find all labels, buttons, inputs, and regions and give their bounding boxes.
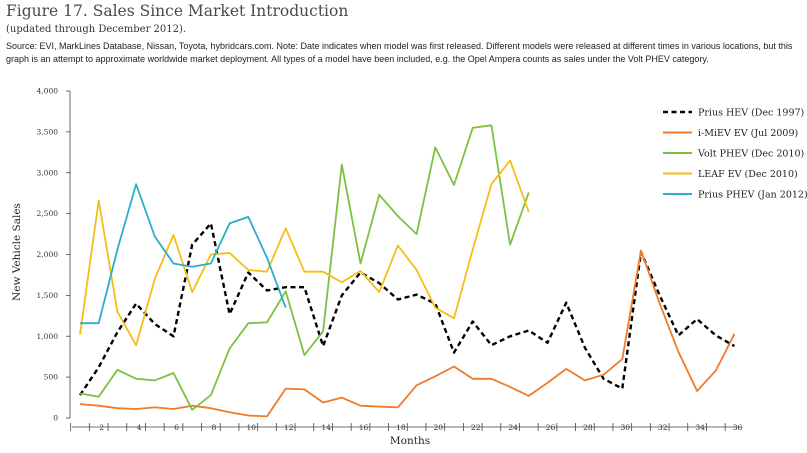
x-tick-label: 22 xyxy=(471,423,481,432)
y-tick-label: 3,000 xyxy=(37,168,59,177)
x-tick-label: 30 xyxy=(621,423,631,432)
x-tick-label: 28 xyxy=(583,423,593,432)
x-axis: 2 4 6 8 10 12 14 16 18 20 22 24 26 28 30 32 34 36 xyxy=(70,423,743,432)
legend: Prius HEV (Dec 1997) i-MiEV EV (Jul 2009)… xyxy=(663,108,807,201)
legend-label-1: i-MiEV EV (Jul 2009) xyxy=(698,128,798,139)
x-tick-label: 20 xyxy=(434,423,444,432)
y-axis-title: New Vehicle Sales xyxy=(11,203,23,301)
x-tick-label: 32 xyxy=(658,423,668,432)
y-tick-label: 1,000 xyxy=(37,332,59,341)
x-tick-label: 10 xyxy=(247,423,257,432)
legend-label-3: LEAF EV (Dec 2010) xyxy=(698,169,798,180)
x-tick-label: 26 xyxy=(546,423,556,432)
x-tick-label: 6 xyxy=(174,423,179,432)
figure-title: Figure 17. Sales Since Market Introducti… xyxy=(6,2,349,20)
legend-label-4: Prius PHEV (Jan 2012) xyxy=(698,190,807,201)
figure-source-note: Source: EVI, MarkLines Database, Nissan,… xyxy=(6,41,793,64)
y-tick-label: 500 xyxy=(44,373,59,382)
x-tick-label: 16 xyxy=(359,423,369,432)
legend-label-2: Volt PHEV (Dec 2010) xyxy=(697,149,804,160)
x-tick-label: 36 xyxy=(733,423,743,432)
series-line-1 xyxy=(79,249,736,418)
y-tick-label: 2,500 xyxy=(37,209,59,218)
y-tick-label: 2,000 xyxy=(37,250,59,259)
x-axis-title: Months xyxy=(390,435,430,447)
y-tick-label: 0 xyxy=(53,414,58,423)
y-tick-label: 1,500 xyxy=(37,291,59,300)
figure-subtitle: (updated through December 2012). xyxy=(6,24,187,35)
x-tick-label: 34 xyxy=(695,423,705,432)
y-axis: 0 500 1,000 1,500 2,000 2,500 3,000 3,500 4,000 xyxy=(37,87,71,423)
legend-label-0: Prius HEV (Dec 1997) xyxy=(698,108,804,119)
x-tick-label: 2 xyxy=(99,423,104,432)
series-line-4 xyxy=(80,183,287,325)
x-tick-label: 4 xyxy=(137,423,142,432)
x-tick-label: 8 xyxy=(212,423,217,432)
x-tick-label: 14 xyxy=(321,423,331,432)
y-tick-label: 3,500 xyxy=(37,127,59,136)
x-tick-label: 12 xyxy=(284,423,294,432)
series-line-2 xyxy=(79,124,530,411)
series-line-0 xyxy=(79,222,736,396)
series-line-3 xyxy=(79,159,530,347)
y-tick-label: 4,000 xyxy=(37,87,59,96)
series-layer xyxy=(79,124,736,418)
x-tick-label: 18 xyxy=(396,423,406,432)
x-tick-label: 24 xyxy=(508,423,518,432)
